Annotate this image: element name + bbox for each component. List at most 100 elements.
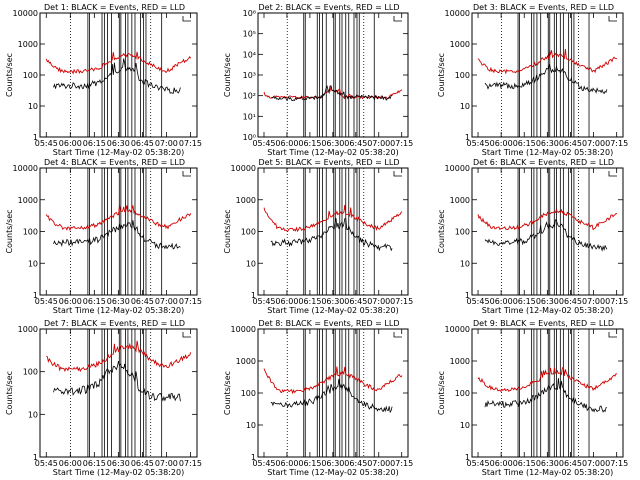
events-series-line <box>484 64 608 95</box>
chart-panel-9: Det 9: BLACK = Events, RED = LLD Counts/s… <box>437 319 628 477</box>
x-tick-label: 06:45 <box>344 139 367 148</box>
x-tick-label: 06:30 <box>107 459 130 468</box>
y-tick-label: 1000 <box>18 196 38 205</box>
chart-title: Det 3: BLACK = Events, RED = LLD <box>473 3 614 12</box>
x-tick-label: 07:00 <box>582 459 605 468</box>
y-axis-label: Counts/sec <box>223 371 232 415</box>
chart-title: Det 8: BLACK = Events, RED = LLD <box>259 319 400 328</box>
y-tick-label: 10⁴ <box>243 50 256 59</box>
y-tick-label: 10000 <box>445 9 470 18</box>
x-tick-label: 06:30 <box>107 139 130 148</box>
x-axis-label: Start Time (12-May-02 05:38:20) <box>482 148 613 157</box>
legend-mark <box>608 171 617 177</box>
x-axis-label: Start Time (12-May-02 05:38:20) <box>53 468 184 477</box>
x-tick-label: 06:30 <box>536 139 559 148</box>
x-axis-label: Start Time (12-May-02 05:38:20) <box>267 468 398 477</box>
lld-series-line <box>263 366 403 395</box>
chart-title: Det 9: BLACK = Events, RED = LLD <box>473 319 614 328</box>
x-tick-label: 06:00 <box>59 139 82 148</box>
x-tick-label: 06:30 <box>321 139 344 148</box>
y-tick-label: 10 <box>246 259 256 268</box>
lld-series-line <box>477 367 617 393</box>
x-tick-label: 06:15 <box>513 297 536 306</box>
x-tick-label: 07:15 <box>390 297 413 306</box>
plot-frame <box>39 167 198 296</box>
y-tick-label: 100 <box>455 228 470 237</box>
chart-title: Det 7: BLACK = Events, RED = LLD <box>44 319 185 328</box>
x-tick-label: 06:30 <box>536 459 559 468</box>
x-axis-label: Start Time (12-May-02 05:38:20) <box>482 306 613 315</box>
x-tick-label: 07:15 <box>605 459 628 468</box>
y-tick-label: 100 <box>455 71 470 80</box>
x-tick-label: 07:15 <box>605 297 628 306</box>
events-series-line <box>270 378 393 414</box>
y-tick-label: 10000 <box>13 9 38 18</box>
x-tick-label: 06:45 <box>559 139 582 148</box>
x-tick-label: 07:15 <box>390 459 413 468</box>
y-tick-label: 1000 <box>18 40 38 49</box>
lld-series-line <box>46 340 192 373</box>
x-tick-label: 07:00 <box>582 139 605 148</box>
events-series-line <box>484 378 608 413</box>
y-tick-label: 10000 <box>445 325 470 334</box>
x-tick-label: 06:00 <box>59 297 82 306</box>
y-tick-label: 10⁰ <box>243 133 256 142</box>
y-tick-label: 10000 <box>231 164 256 173</box>
y-tick-label: 100 <box>23 368 38 377</box>
x-tick-label: 06:00 <box>59 459 82 468</box>
chart-panel-6: Det 6: BLACK = Events, RED = LLD Counts/s… <box>437 158 628 315</box>
x-tick-label: 06:15 <box>298 297 321 306</box>
x-tick-label: 05:45 <box>35 297 58 306</box>
y-tick-label: 1 <box>251 291 256 300</box>
y-axis-label: Counts/sec <box>437 209 446 253</box>
y-tick-label: 1 <box>33 133 38 142</box>
y-tick-label: 1000 <box>236 357 256 366</box>
x-tick-label: 06:30 <box>536 297 559 306</box>
y-tick-label: 1 <box>465 133 470 142</box>
x-tick-label: 06:30 <box>321 297 344 306</box>
x-tick-label: 06:15 <box>513 459 536 468</box>
chart-panel-8: Det 8: BLACK = Events, RED = LLD Counts/s… <box>223 319 413 477</box>
plot-frame <box>257 12 409 138</box>
y-tick-label: 100 <box>241 228 256 237</box>
y-tick-label: 1 <box>465 291 470 300</box>
y-axis-label: Counts/sec <box>5 209 14 253</box>
x-tick-label: 05:45 <box>35 459 58 468</box>
y-tick-label: 1 <box>465 453 470 462</box>
events-series-line <box>270 218 393 252</box>
legend-mark <box>608 16 617 22</box>
x-tick-label: 05:45 <box>467 297 490 306</box>
chart-panel-5: Det 5: BLACK = Events, RED = LLD Counts/s… <box>223 158 413 315</box>
chart-panel-7: Det 7: BLACK = Events, RED = LLD Counts/s… <box>5 319 202 477</box>
x-tick-label: 05:45 <box>35 139 58 148</box>
events-series-line <box>53 58 181 94</box>
y-tick-label: 10² <box>243 92 256 101</box>
lld-series-line <box>263 204 403 233</box>
chart-title: Det 5: BLACK = Events, RED = LLD <box>259 158 400 167</box>
y-tick-label: 100 <box>23 71 38 80</box>
events-series-line <box>53 361 181 402</box>
x-tick-label: 06:45 <box>131 297 154 306</box>
x-tick-label: 06:00 <box>275 459 298 468</box>
y-tick-label: 10¹ <box>243 112 256 121</box>
x-tick-label: 06:15 <box>83 139 106 148</box>
legend-mark <box>393 332 402 338</box>
x-tick-label: 06:00 <box>490 139 513 148</box>
legend-mark <box>182 171 191 177</box>
x-tick-label: 06:15 <box>83 459 106 468</box>
y-tick-label: 100 <box>241 389 256 398</box>
x-tick-label: 07:15 <box>390 139 413 148</box>
x-axis-label: Start Time (12-May-02 05:38:20) <box>53 148 184 157</box>
x-tick-label: 07:00 <box>155 139 178 148</box>
x-tick-label: 06:45 <box>559 459 582 468</box>
y-axis-label: Counts/sec <box>5 53 14 97</box>
y-tick-label: 10000 <box>445 164 470 173</box>
y-tick-label: 1000 <box>450 196 470 205</box>
x-tick-label: 07:00 <box>155 459 178 468</box>
x-tick-label: 07:00 <box>155 297 178 306</box>
y-tick-label: 10³ <box>243 71 256 80</box>
x-tick-label: 06:15 <box>298 139 321 148</box>
x-tick-label: 05:45 <box>252 139 275 148</box>
legend-mark <box>182 16 191 22</box>
